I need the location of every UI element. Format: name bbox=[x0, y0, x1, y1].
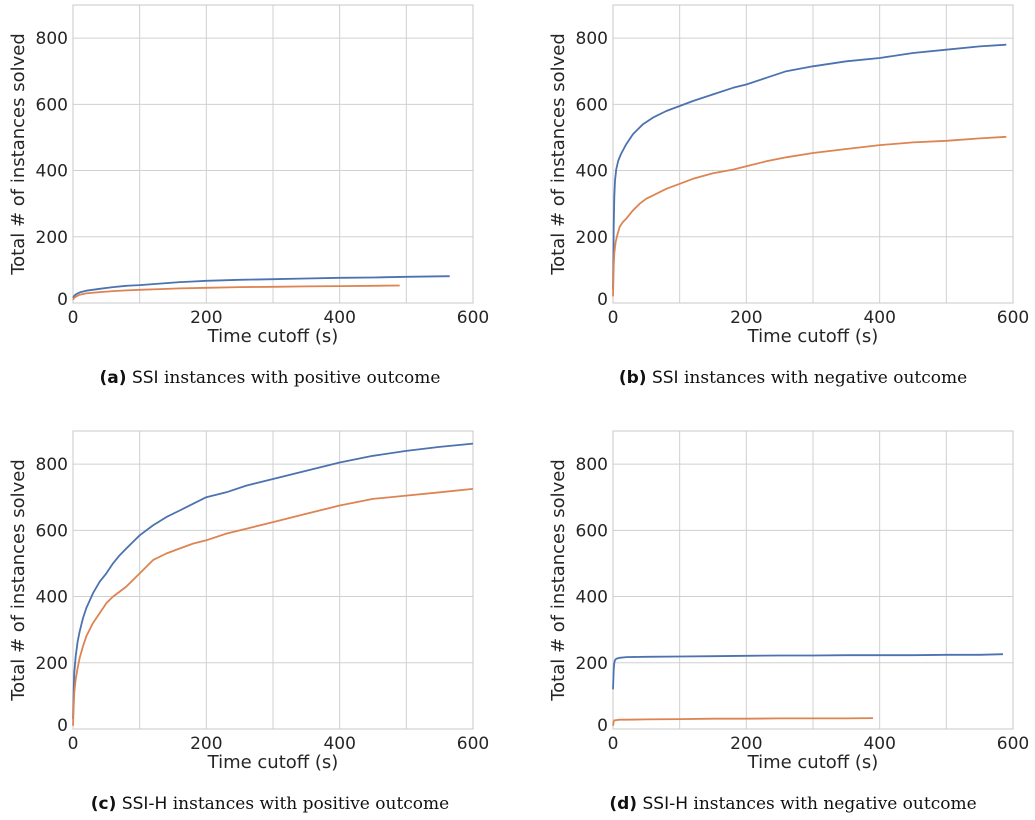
series-line-1 bbox=[72, 275, 450, 299]
y-tick-label: 0 bbox=[57, 716, 68, 736]
x-tick-label: 200 bbox=[730, 308, 762, 328]
x-axis-label: Time cutoff (s) bbox=[747, 752, 879, 773]
y-tick-label: 600 bbox=[576, 95, 608, 115]
caption-dataset: SSI-H bbox=[642, 794, 688, 814]
x-axis-label: Time cutoff (s) bbox=[207, 752, 339, 773]
caption-d: (d) SSI-H instances with negative outcom… bbox=[563, 794, 1023, 814]
caption-tag: (b) bbox=[618, 368, 647, 388]
y-tick-label: 400 bbox=[576, 162, 608, 182]
chart-svg: 0 200 400 600 0 200 400 600 800 Time cutoff (s) To… bbox=[548, 4, 1029, 347]
caption-tag: (c) bbox=[90, 794, 117, 814]
x-tick-label: 400 bbox=[863, 308, 895, 328]
series-line-1 bbox=[612, 43, 1007, 290]
y-axis-label: Total # of instances solved bbox=[8, 459, 29, 702]
series-line-1 bbox=[72, 442, 474, 720]
y-tick-label: 200 bbox=[36, 654, 68, 674]
caption-dataset: SSI bbox=[131, 368, 159, 388]
y-tick-label: 600 bbox=[36, 521, 68, 541]
caption-b: (b) SSI instances with negative outcome bbox=[563, 368, 1023, 388]
x-tick-label: 400 bbox=[323, 734, 355, 754]
x-tick-label: 200 bbox=[190, 308, 222, 328]
series-line-2 bbox=[72, 284, 400, 301]
caption-tag: (a) bbox=[99, 368, 127, 388]
y-tick-label: 0 bbox=[597, 290, 608, 310]
x-tick-label: 400 bbox=[863, 734, 895, 754]
x-axis-label: Time cutoff (s) bbox=[747, 326, 879, 347]
x-tick-label: 600 bbox=[457, 308, 489, 328]
caption-tag: (d) bbox=[609, 794, 638, 814]
y-tick-label: 200 bbox=[576, 654, 608, 674]
y-axis-label: Total # of instances solved bbox=[8, 33, 29, 276]
chart-svg: 0 200 400 600 0 200 400 600 800 Time cutoff (s) To… bbox=[8, 430, 489, 773]
y-tick-label: 0 bbox=[597, 716, 608, 736]
caption-dataset: SSI bbox=[651, 368, 679, 388]
x-tick-label: 0 bbox=[608, 308, 619, 328]
caption-a: (a) SSI instances with positive outcome bbox=[40, 368, 500, 388]
caption-text: instances with positive outcome bbox=[172, 794, 450, 814]
y-tick-label: 400 bbox=[576, 588, 608, 608]
y-tick-label: 800 bbox=[36, 455, 68, 475]
y-tick-label: 0 bbox=[57, 290, 68, 310]
caption-text: instances with positive outcome bbox=[163, 368, 441, 388]
y-tick-label: 800 bbox=[576, 29, 608, 49]
x-tick-label: 600 bbox=[997, 308, 1029, 328]
series-line-1 bbox=[612, 653, 1004, 690]
plot-frame bbox=[72, 4, 474, 304]
plot-frame bbox=[612, 430, 1014, 730]
x-tick-label: 0 bbox=[68, 308, 79, 328]
caption-text: instances with negative outcome bbox=[683, 368, 968, 388]
x-tick-label: 200 bbox=[730, 734, 762, 754]
y-tick-label: 800 bbox=[576, 455, 608, 475]
x-tick-label: 400 bbox=[323, 308, 355, 328]
chart-svg: 0 200 400 600 0 200 400 600 800 Time cutoff (s) To… bbox=[548, 430, 1029, 773]
x-tick-label: 0 bbox=[608, 734, 619, 754]
y-tick-label: 200 bbox=[576, 228, 608, 248]
y-tick-label: 400 bbox=[36, 162, 68, 182]
x-tick-label: 600 bbox=[457, 734, 489, 754]
y-tick-label: 200 bbox=[36, 228, 68, 248]
plot-frame bbox=[72, 430, 474, 730]
caption-c: (c) SSI-H instances with positive outcom… bbox=[40, 794, 500, 814]
caption-dataset: SSI-H bbox=[121, 794, 168, 814]
x-tick-label: 600 bbox=[997, 734, 1029, 754]
series-line-2 bbox=[72, 488, 474, 726]
y-axis-label: Total # of instances solved bbox=[548, 459, 569, 702]
x-tick-label: 0 bbox=[68, 734, 79, 754]
y-tick-label: 800 bbox=[36, 29, 68, 49]
y-tick-label: 600 bbox=[576, 521, 608, 541]
series-line-2 bbox=[612, 717, 874, 726]
y-tick-label: 600 bbox=[36, 95, 68, 115]
series-line-2 bbox=[612, 135, 1007, 297]
x-axis-label: Time cutoff (s) bbox=[207, 326, 339, 347]
plot-frame bbox=[612, 4, 1014, 304]
x-tick-label: 200 bbox=[190, 734, 222, 754]
caption-text: instances with negative outcome bbox=[693, 794, 977, 814]
y-axis-label: Total # of instances solved bbox=[548, 33, 569, 276]
y-tick-label: 400 bbox=[36, 588, 68, 608]
chart-svg: 0 200 400 600 0 200 400 600 800 Time cutoff (s) To… bbox=[8, 4, 489, 347]
